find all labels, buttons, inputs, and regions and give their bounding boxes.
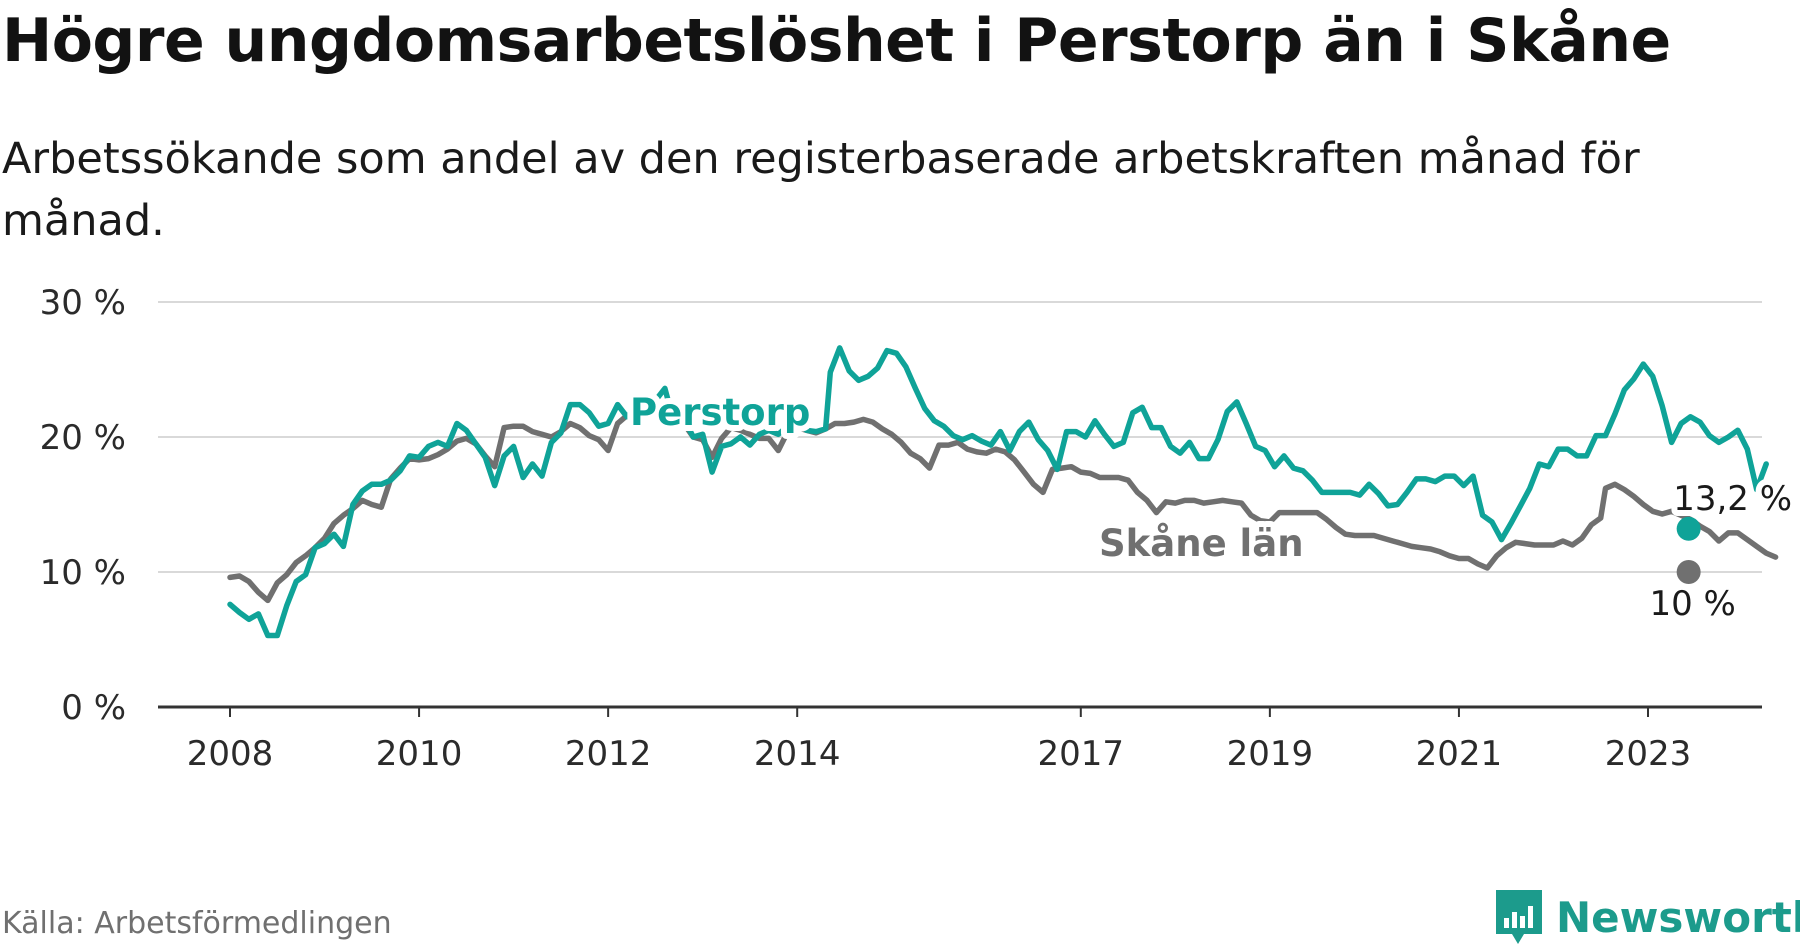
series-line-perstorp bbox=[227, 345, 1769, 639]
perstorp-end-label-text: 13,2 % bbox=[1673, 479, 1792, 519]
newsworthy-logo-icon bbox=[1496, 890, 1542, 944]
x-tick-label-2019: 2019 bbox=[1227, 734, 1314, 774]
x-tick-label-2012: 2012 bbox=[565, 734, 652, 774]
newsworthy-logo[interactable]: Newsworthy bbox=[1494, 888, 1800, 946]
y-tick-label-30: 30 % bbox=[40, 283, 126, 323]
x-tick-label-2008: 2008 bbox=[187, 734, 274, 774]
series-lines bbox=[227, 345, 1779, 639]
skane-end-label-text: 10 % bbox=[1649, 584, 1735, 624]
skane-end-label-halo: 10 % bbox=[1649, 584, 1735, 624]
y-tick-label-20: 20 % bbox=[40, 418, 126, 458]
skane-series-label-halo: Skåne län bbox=[1099, 522, 1304, 565]
skane-end-label: 10 %10 % bbox=[1643, 578, 1741, 630]
perstorp-end-point bbox=[1676, 516, 1701, 541]
skane-series-label-text: Skåne län bbox=[1099, 522, 1304, 565]
perstorp-series-label-halo: Perstorp bbox=[630, 391, 810, 434]
chart-subtitle: Arbetssökande som andel av den registerb… bbox=[2, 134, 1640, 246]
skane-end-point bbox=[1676, 560, 1701, 584]
x-tick-label-2017: 2017 bbox=[1038, 734, 1125, 774]
x-tick-label-2023: 2023 bbox=[1605, 734, 1692, 774]
y-tick-label-10: 10 % bbox=[40, 553, 126, 593]
x-tick-label-2014: 2014 bbox=[754, 734, 841, 774]
newsworthy-logo-text: Newsworthy bbox=[1556, 892, 1800, 942]
perstorp-series-label-text: Perstorp bbox=[630, 391, 810, 434]
x-axis: 2008 2010 2012 2014 2017 2019 2021 2023 bbox=[158, 705, 1762, 774]
y-axis-ticks: 0 % 10 % 20 % 30 % bbox=[40, 283, 126, 728]
perstorp-end-label: 13,2 %13,2 % bbox=[1667, 473, 1798, 525]
x-tick-label-2021: 2021 bbox=[1416, 734, 1503, 774]
chart-title: Högre ungdomsarbetslöshet i Perstorp än … bbox=[2, 6, 1671, 76]
x-tick-label-2010: 2010 bbox=[376, 734, 463, 774]
y-tick-label-0: 0 % bbox=[61, 688, 126, 728]
source-note: Källa: Arbetsförmedlingen bbox=[2, 906, 392, 941]
perstorp-end-label-halo: 13,2 % bbox=[1673, 479, 1792, 519]
